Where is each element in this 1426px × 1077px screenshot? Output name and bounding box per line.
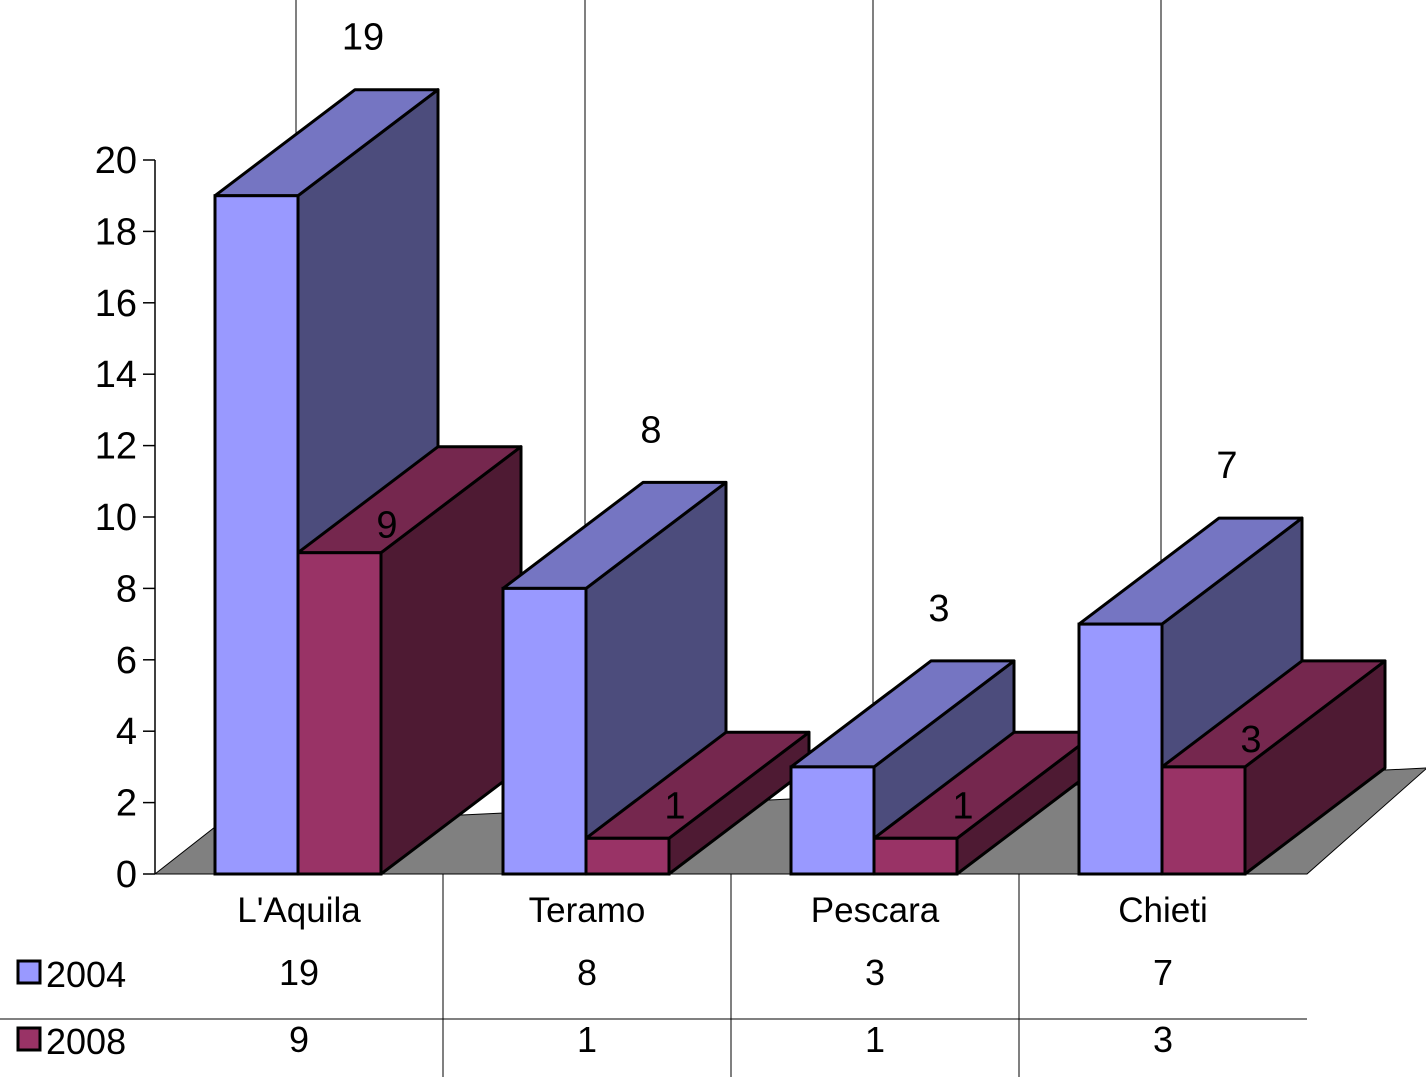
data-label-2008: 3 bbox=[1240, 719, 1261, 761]
table-cell-2004: 19 bbox=[279, 952, 319, 993]
bar-front-face bbox=[1160, 765, 1247, 876]
bar-front-face bbox=[1077, 622, 1164, 876]
y-tick-label: 8 bbox=[116, 568, 137, 610]
y-axis: 0 2 4 6 8 10 12 14 16 18 20 bbox=[95, 140, 156, 896]
bar-front-face bbox=[584, 836, 671, 876]
data-label-2008: 9 bbox=[376, 505, 397, 547]
category-label: L'Aquila bbox=[237, 891, 361, 930]
y-tick-label: 14 bbox=[95, 354, 137, 396]
y-tick-label: 2 bbox=[116, 783, 137, 825]
bar-2008 bbox=[296, 445, 523, 876]
data-labels: 19 9 8 1 3 1 7 3 bbox=[342, 17, 1262, 828]
table-cell-2008: 3 bbox=[1153, 1019, 1173, 1060]
table-cell-2008: 1 bbox=[577, 1019, 597, 1060]
table-cell-2008: 1 bbox=[865, 1019, 885, 1060]
bar-2008 bbox=[584, 730, 811, 876]
category-label: Chieti bbox=[1118, 891, 1207, 930]
table-cell-2008: 9 bbox=[289, 1019, 309, 1060]
data-label-2004: 8 bbox=[640, 409, 661, 451]
bar-2008 bbox=[1160, 659, 1387, 876]
bar-front-face bbox=[872, 836, 959, 876]
y-tick-label: 10 bbox=[95, 497, 137, 539]
data-label-2008: 1 bbox=[952, 785, 973, 827]
y-tick-label: 18 bbox=[95, 211, 137, 253]
legend-swatch-2004 bbox=[16, 959, 42, 985]
data-label-2004: 7 bbox=[1216, 445, 1237, 487]
legend-label-2008: 2008 bbox=[46, 1021, 126, 1062]
y-tick-label: 16 bbox=[95, 283, 137, 325]
data-label-2004: 19 bbox=[342, 17, 384, 59]
table-cell-2004: 8 bbox=[577, 952, 597, 993]
data-label-2004: 3 bbox=[928, 588, 949, 630]
bar-front-face bbox=[296, 551, 383, 876]
y-tick-label: 4 bbox=[116, 711, 137, 753]
bar-front-face bbox=[213, 194, 300, 876]
table-cell-2004: 3 bbox=[865, 952, 885, 993]
legend-label-2004: 2004 bbox=[46, 954, 126, 995]
y-tick-label: 0 bbox=[116, 854, 137, 896]
table-cell-2004: 7 bbox=[1153, 952, 1173, 993]
y-tick-label: 20 bbox=[95, 140, 137, 182]
bar-front-face bbox=[789, 765, 876, 876]
bars bbox=[213, 88, 1387, 876]
y-tick-label: 12 bbox=[95, 426, 137, 468]
bar-front-face bbox=[501, 586, 588, 876]
y-tick-label: 6 bbox=[116, 640, 137, 682]
legend-swatch-2008 bbox=[16, 1026, 42, 1052]
category-label: Teramo bbox=[529, 891, 646, 930]
data-label-2008: 1 bbox=[664, 785, 685, 827]
category-label: Pescara bbox=[811, 891, 940, 930]
